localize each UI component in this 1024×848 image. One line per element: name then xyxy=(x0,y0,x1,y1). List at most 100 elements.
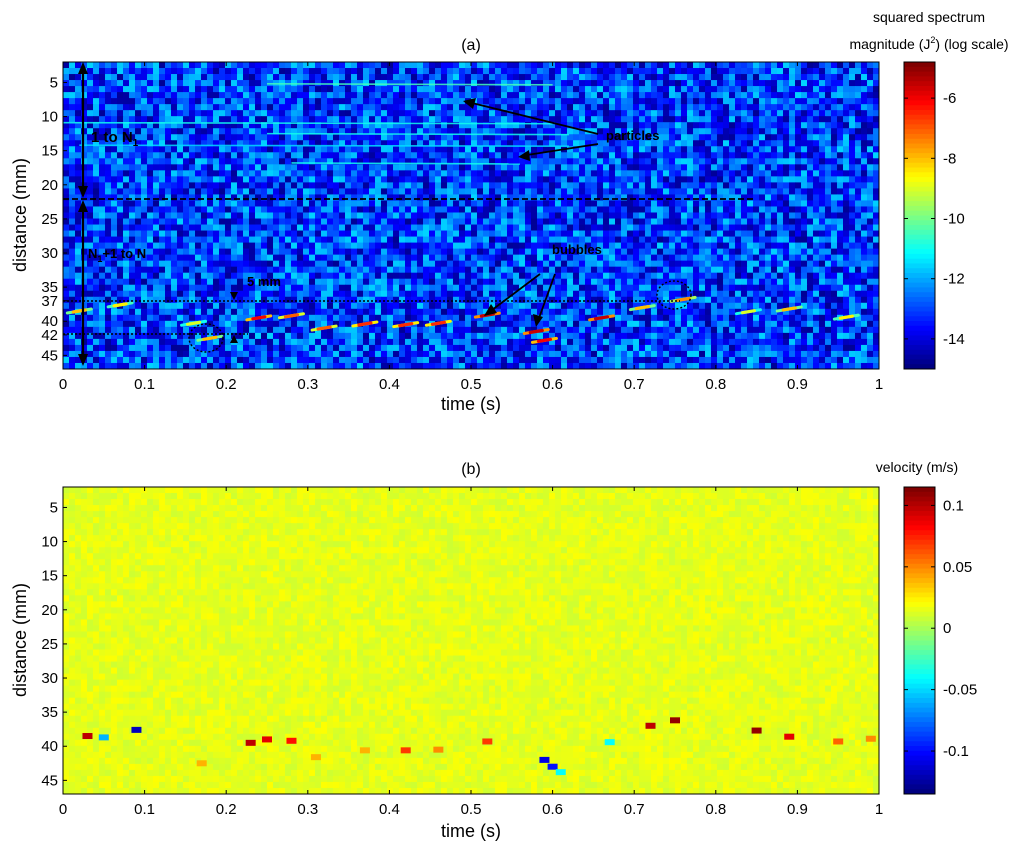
heatmap-cell xyxy=(855,254,862,262)
heatmap-cell xyxy=(687,74,694,81)
heatmap-cell xyxy=(783,62,790,69)
heatmap-cell xyxy=(75,230,82,237)
heatmap-cell xyxy=(387,164,394,171)
heatmap-cell xyxy=(789,176,796,183)
heatmap-cell xyxy=(861,152,868,159)
heatmap-cell xyxy=(561,128,568,135)
heatmap-cell xyxy=(519,224,526,231)
heatmap-cell xyxy=(573,80,580,87)
heatmap-cell xyxy=(93,236,100,243)
heatmap-cell xyxy=(381,200,388,207)
heatmap-cell xyxy=(237,224,244,231)
heatmap-cell xyxy=(681,272,688,280)
heatmap-cell xyxy=(219,134,226,141)
heatmap-cell xyxy=(333,278,340,286)
heatmap-cell xyxy=(729,86,736,93)
heatmap-cell xyxy=(681,98,688,105)
heatmap-cell xyxy=(357,194,364,201)
heatmap-cell xyxy=(849,176,856,183)
heatmap-cell xyxy=(525,128,532,135)
heatmap-cell xyxy=(177,194,184,201)
heatmap-cell xyxy=(243,260,250,268)
heatmap-cell xyxy=(321,122,328,129)
heatmap-cell xyxy=(87,104,94,111)
heatmap-cell xyxy=(561,182,568,189)
heatmap-cell xyxy=(627,254,634,262)
heatmap-cell xyxy=(633,128,640,135)
heatmap-cell xyxy=(681,218,688,225)
heatmap-cell xyxy=(471,200,478,207)
heatmap-cell xyxy=(645,224,652,231)
heatmap-cell xyxy=(129,146,136,153)
heatmap-cell xyxy=(873,188,880,195)
heatmap-cell xyxy=(441,278,448,286)
heatmap-cell xyxy=(99,152,106,159)
heatmap-cell xyxy=(627,98,634,105)
heatmap-cell xyxy=(843,98,850,105)
heatmap-cell xyxy=(849,68,856,75)
heatmap-cell xyxy=(873,254,880,262)
heatmap-cell xyxy=(753,152,760,159)
heatmap-cell xyxy=(345,260,352,268)
heatmap-cell xyxy=(249,278,256,286)
heatmap-cell xyxy=(645,80,652,87)
heatmap-cell xyxy=(609,80,616,87)
heatmap-cell xyxy=(339,140,346,147)
heatmap-cell xyxy=(141,140,148,147)
heatmap-cell xyxy=(285,92,292,99)
heatmap-cell xyxy=(519,92,526,99)
heatmap-cell xyxy=(873,230,880,237)
heatmap-cell xyxy=(363,116,370,123)
heatmap-cell xyxy=(609,266,616,274)
heatmap-cell xyxy=(861,248,868,256)
heatmap-cell xyxy=(87,236,94,243)
heatmap-cell xyxy=(243,278,250,286)
heatmap-cell xyxy=(507,230,514,237)
heatmap-cell xyxy=(267,170,274,177)
heatmap-cell xyxy=(747,134,754,141)
heatmap-cell xyxy=(459,158,466,165)
heatmap-cell xyxy=(585,104,592,111)
heatmap-cell xyxy=(357,122,364,129)
heatmap-cell xyxy=(177,122,184,129)
heatmap-cell xyxy=(603,242,610,250)
heatmap-cell xyxy=(147,230,154,237)
heatmap-cell xyxy=(747,110,754,117)
heatmap-cell xyxy=(705,62,712,69)
heatmap-cell xyxy=(825,272,832,280)
heatmap-cell xyxy=(525,158,532,165)
heatmap-cell xyxy=(531,218,538,225)
heatmap-cell xyxy=(207,248,214,256)
heatmap-cell xyxy=(123,236,130,243)
heatmap-cell xyxy=(333,80,340,87)
heatmap-cell xyxy=(531,140,538,147)
heatmap-cell xyxy=(591,128,598,135)
heatmap-cell xyxy=(423,212,430,219)
heatmap-cell xyxy=(633,116,640,123)
heatmap-cell xyxy=(663,164,670,171)
heatmap-cell xyxy=(105,146,112,153)
heatmap-cell xyxy=(729,218,736,225)
heatmap-cell xyxy=(783,146,790,153)
heatmap-cell xyxy=(465,158,472,165)
heatmap-cell xyxy=(405,98,412,105)
heatmap-cell xyxy=(189,86,196,93)
heatmap-cell xyxy=(729,260,736,268)
heatmap-cell xyxy=(153,176,160,183)
heatmap-cell xyxy=(123,74,130,81)
heatmap-cell xyxy=(435,92,442,99)
heatmap-cell xyxy=(189,92,196,99)
heatmap-cell xyxy=(351,230,358,237)
heatmap-cell xyxy=(549,110,556,117)
heatmap-cell xyxy=(789,170,796,177)
heatmap-cell xyxy=(585,230,592,237)
heatmap-cell xyxy=(777,122,784,129)
heatmap-cell xyxy=(843,182,850,189)
heatmap-cell xyxy=(141,206,148,213)
heatmap-cell xyxy=(747,92,754,99)
heatmap-cell xyxy=(627,194,634,201)
heatmap-cell xyxy=(159,122,166,129)
heatmap-cell xyxy=(81,86,88,93)
heatmap-cell xyxy=(105,128,112,135)
heatmap-cell xyxy=(345,110,352,117)
